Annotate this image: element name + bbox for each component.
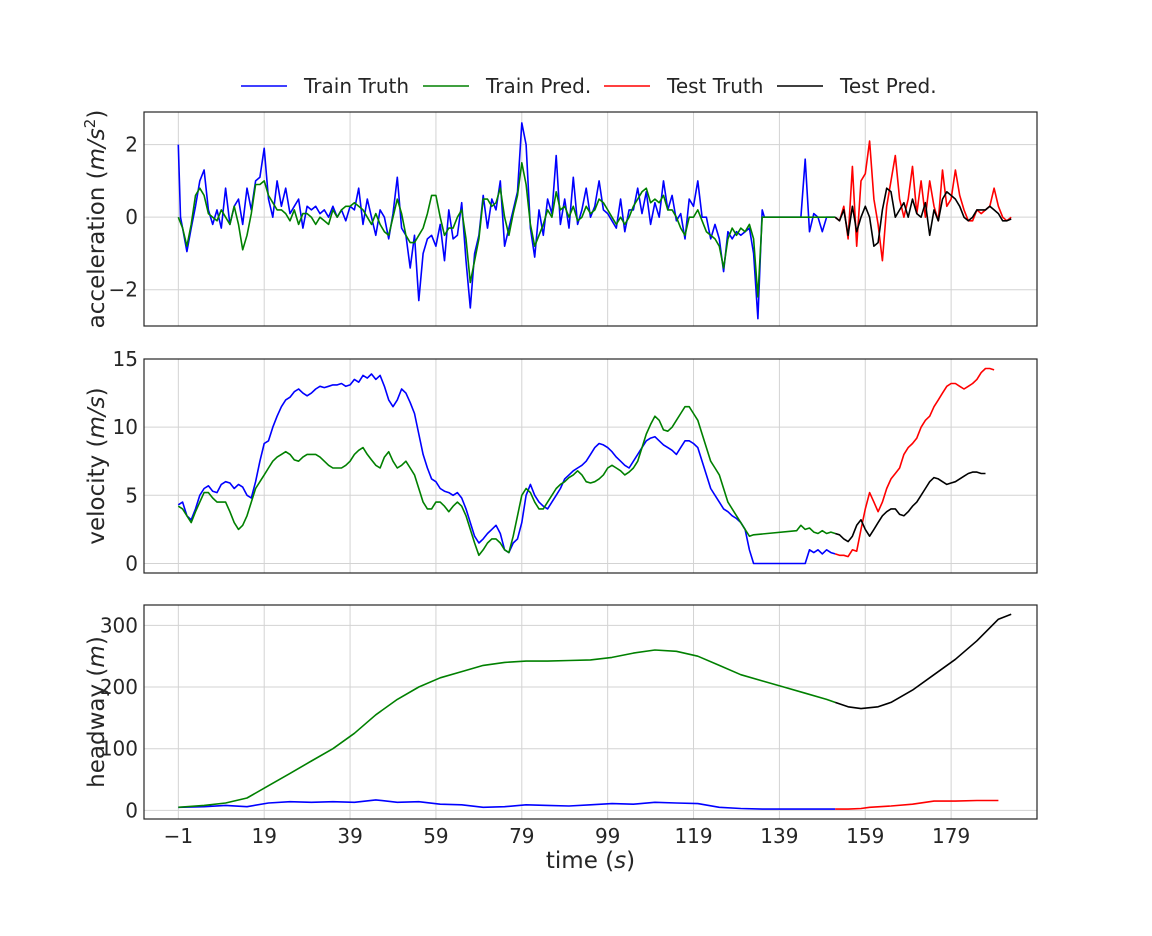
y-axis-label-text: acceleration (: [84, 170, 110, 328]
plot-frame: [143, 604, 1038, 820]
x-tick-label: 59: [423, 824, 448, 848]
series-line-test-truth: [835, 799, 999, 810]
plot-frame: [143, 358, 1038, 574]
x-axis-label-close: ): [626, 848, 635, 874]
legend-label-train-truth: Train Truth: [303, 74, 409, 98]
y-tick-label: 0: [125, 798, 138, 822]
series-line-train-truth: [177, 373, 836, 565]
plot-frame: [143, 111, 1038, 327]
y-tick-label: 10: [113, 415, 138, 439]
y-tick-label: 300: [100, 613, 138, 637]
y-axis-label-text: velocity (: [84, 438, 110, 544]
series-line-train-pred: [178, 649, 836, 809]
x-tick-label: 139: [760, 824, 798, 848]
y-tick-label: 0: [125, 551, 138, 575]
y-axis-label-unit: m: [84, 645, 110, 667]
y-axis-label-close: ): [84, 636, 110, 645]
y-axis-label: acceleration (m/s2): [81, 110, 110, 329]
x-tick-label: 179: [932, 824, 970, 848]
y-tick-label: −2: [109, 278, 138, 302]
x-axis-label-text: time (: [546, 848, 614, 874]
x-tick-label: 39: [337, 824, 362, 848]
legend-label-train-pred: Train Pred.: [485, 74, 591, 98]
y-axis-label: velocity (m/s): [84, 387, 110, 544]
series-line-test-pred: [834, 187, 1012, 247]
y-tick-label: 0: [125, 205, 138, 229]
series-line-train-pred: [177, 405, 836, 557]
x-tick-label: 79: [509, 824, 534, 848]
y-axis-label-close: ): [84, 110, 110, 119]
y-tick-label: 100: [100, 737, 138, 761]
y-tick-label: 200: [100, 675, 138, 699]
x-axis-label-unit: s: [614, 848, 626, 874]
y-tick-label: 15: [113, 347, 138, 371]
x-tick-label: −1: [164, 824, 193, 848]
series-line-test-pred: [834, 471, 986, 543]
series-line-test-truth: [834, 140, 1012, 262]
legend-label-test-pred: Test Pred.: [839, 74, 937, 98]
x-tick-label: 19: [251, 824, 276, 848]
y-axis-label-exponent: 2: [81, 119, 99, 129]
legend-label-test-truth: Test Truth: [666, 74, 763, 98]
y-axis-label-close: ): [84, 387, 110, 396]
legend: Train Truth Train Pred. Test Truth Test Pre…: [241, 74, 937, 98]
series-line-train-pred: [177, 162, 836, 298]
y-tick-label: 2: [125, 133, 138, 157]
x-tick-label: 99: [595, 824, 620, 848]
series-line-train-truth: [177, 122, 836, 320]
y-tick-label: 5: [125, 483, 138, 507]
y-axis-label-text: headway (: [84, 668, 110, 788]
x-axis-label: time (s): [546, 848, 635, 874]
y-axis-label-unit: m/s: [84, 396, 110, 438]
series-line-test-pred: [834, 613, 1012, 710]
y-axis-label: headway (m): [84, 636, 110, 788]
series-line-train-truth: [178, 799, 836, 810]
series-line-test-truth: [834, 367, 995, 558]
y-axis-label-unit: m/s: [84, 128, 110, 170]
x-tick-label: 159: [846, 824, 884, 848]
x-tick-label: 119: [674, 824, 712, 848]
